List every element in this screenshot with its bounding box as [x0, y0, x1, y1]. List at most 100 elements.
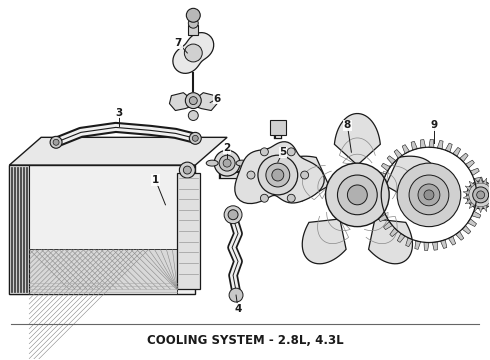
- Polygon shape: [29, 249, 177, 294]
- Polygon shape: [483, 178, 487, 185]
- Text: 7: 7: [175, 38, 182, 48]
- Circle shape: [347, 185, 368, 205]
- Polygon shape: [463, 195, 469, 199]
- Circle shape: [397, 163, 461, 227]
- Polygon shape: [379, 214, 388, 222]
- Polygon shape: [173, 33, 214, 73]
- Polygon shape: [373, 190, 382, 195]
- Circle shape: [53, 139, 59, 145]
- Text: COOLING SYSTEM - 2.8L, 4.3L: COOLING SYSTEM - 2.8L, 4.3L: [147, 334, 343, 347]
- Circle shape: [338, 175, 377, 215]
- Polygon shape: [476, 195, 485, 200]
- Polygon shape: [368, 219, 413, 264]
- Polygon shape: [474, 205, 479, 212]
- Circle shape: [272, 169, 284, 181]
- Circle shape: [188, 18, 198, 28]
- Polygon shape: [9, 165, 196, 294]
- Circle shape: [287, 148, 295, 156]
- Circle shape: [418, 184, 440, 206]
- Polygon shape: [390, 228, 398, 237]
- Circle shape: [179, 162, 196, 178]
- Polygon shape: [402, 145, 410, 154]
- Polygon shape: [429, 139, 434, 148]
- Polygon shape: [487, 181, 490, 187]
- Polygon shape: [375, 206, 384, 213]
- Polygon shape: [9, 165, 29, 294]
- Polygon shape: [483, 205, 487, 212]
- Circle shape: [228, 210, 238, 220]
- Polygon shape: [456, 231, 464, 240]
- Circle shape: [184, 44, 202, 62]
- Polygon shape: [453, 147, 461, 156]
- Polygon shape: [479, 207, 483, 213]
- Circle shape: [192, 135, 198, 141]
- Circle shape: [266, 163, 290, 187]
- Polygon shape: [270, 121, 286, 135]
- Circle shape: [223, 159, 231, 167]
- Polygon shape: [411, 141, 417, 150]
- Polygon shape: [177, 173, 200, 289]
- Text: 3: 3: [115, 108, 122, 117]
- Polygon shape: [463, 191, 469, 195]
- Circle shape: [424, 190, 434, 200]
- Polygon shape: [470, 168, 479, 176]
- Polygon shape: [397, 233, 405, 242]
- Circle shape: [185, 93, 201, 109]
- Polygon shape: [469, 181, 475, 187]
- Polygon shape: [415, 241, 420, 249]
- Polygon shape: [479, 177, 483, 183]
- Text: 2: 2: [223, 143, 231, 153]
- Circle shape: [467, 181, 490, 209]
- Polygon shape: [377, 172, 386, 179]
- Polygon shape: [9, 137, 227, 165]
- Ellipse shape: [236, 160, 248, 166]
- Ellipse shape: [206, 160, 218, 166]
- Circle shape: [214, 150, 240, 176]
- Polygon shape: [381, 163, 391, 171]
- Polygon shape: [302, 219, 346, 264]
- Polygon shape: [466, 160, 474, 168]
- Circle shape: [183, 166, 191, 174]
- FancyBboxPatch shape: [188, 25, 198, 35]
- Polygon shape: [472, 211, 481, 218]
- Polygon shape: [465, 186, 471, 191]
- Polygon shape: [469, 203, 475, 208]
- Polygon shape: [432, 242, 438, 250]
- Polygon shape: [373, 198, 382, 203]
- Circle shape: [301, 171, 309, 179]
- Polygon shape: [445, 143, 452, 152]
- Polygon shape: [474, 177, 483, 183]
- Circle shape: [229, 288, 243, 302]
- Text: 9: 9: [430, 121, 438, 130]
- Polygon shape: [334, 113, 380, 165]
- Polygon shape: [462, 225, 471, 234]
- Polygon shape: [170, 93, 193, 111]
- Text: 5: 5: [279, 147, 287, 157]
- Polygon shape: [279, 156, 329, 201]
- Circle shape: [50, 136, 62, 148]
- Text: 6: 6: [214, 94, 221, 104]
- Polygon shape: [406, 238, 413, 247]
- Polygon shape: [476, 186, 485, 192]
- Polygon shape: [193, 93, 217, 111]
- Text: 8: 8: [344, 121, 351, 130]
- Text: 1: 1: [152, 175, 159, 185]
- Circle shape: [287, 194, 295, 202]
- Circle shape: [258, 155, 298, 195]
- Polygon shape: [460, 153, 468, 162]
- Polygon shape: [424, 242, 429, 251]
- Polygon shape: [474, 178, 479, 185]
- Polygon shape: [467, 219, 477, 226]
- Polygon shape: [441, 240, 447, 248]
- Text: 4: 4: [234, 304, 242, 314]
- Circle shape: [219, 155, 235, 171]
- Circle shape: [189, 132, 201, 144]
- Polygon shape: [387, 156, 396, 164]
- Circle shape: [260, 194, 269, 202]
- Circle shape: [409, 175, 449, 215]
- Polygon shape: [235, 142, 324, 203]
- Polygon shape: [420, 140, 426, 148]
- Polygon shape: [475, 203, 484, 209]
- Polygon shape: [437, 140, 443, 149]
- Polygon shape: [465, 199, 471, 204]
